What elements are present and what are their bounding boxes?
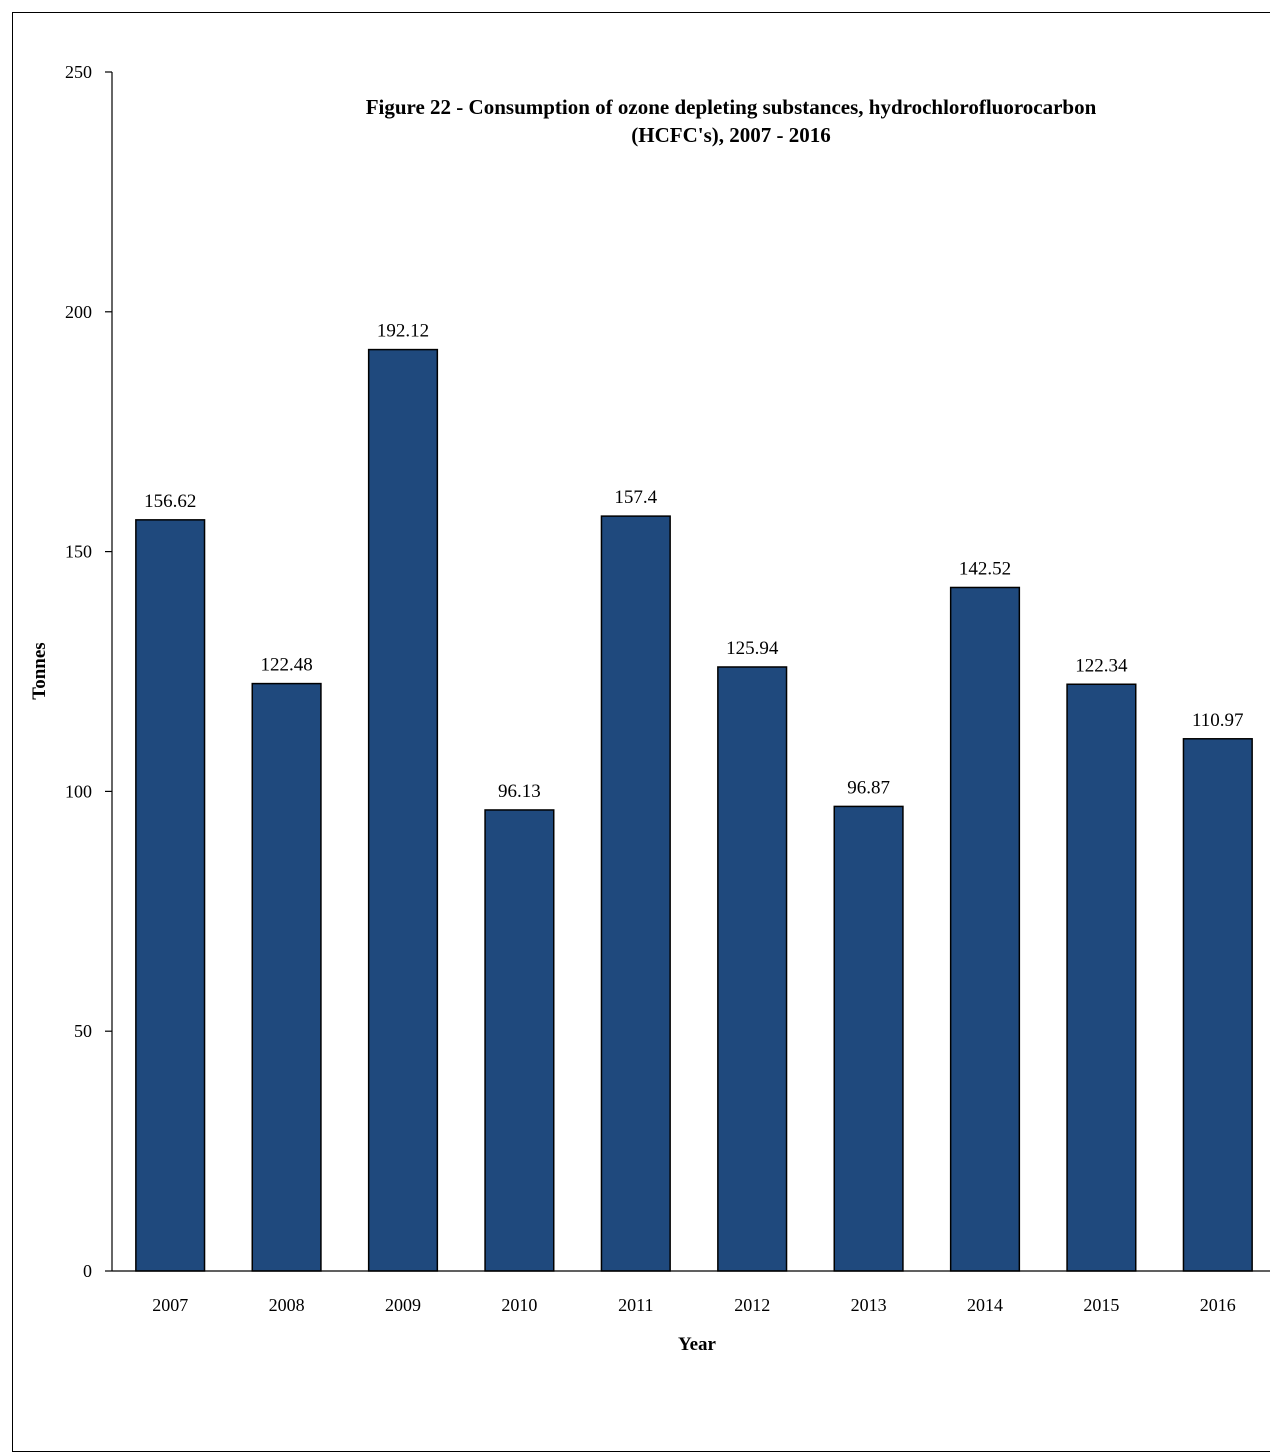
bar-data-label: 142.52 <box>959 558 1011 579</box>
bar-data-label: 122.34 <box>1075 655 1128 676</box>
bar-data-label: 125.94 <box>726 638 779 659</box>
y-axis: 0 50 100 150 200 250 <box>65 62 113 1281</box>
x-tick-label: 2013 <box>851 1295 887 1315</box>
x-tick-label: 2007 <box>152 1295 188 1315</box>
bar <box>135 519 206 1272</box>
bar-data-label: 96.13 <box>498 781 541 802</box>
bar <box>1182 738 1253 1272</box>
y-tick-label: 150 <box>65 542 92 562</box>
bar <box>1066 683 1137 1272</box>
bar-data-label: 96.87 <box>847 777 890 798</box>
y-tick-label: 200 <box>65 302 92 322</box>
bar <box>717 666 788 1272</box>
x-tick-label: 2016 <box>1200 1295 1236 1315</box>
bar <box>484 809 555 1272</box>
bar <box>833 805 904 1272</box>
x-axis: 2007 2008 2009 2010 2011 2012 2013 2014 2015 2016 <box>112 1270 1270 1315</box>
bar <box>251 682 322 1272</box>
x-tick-label: 2014 <box>967 1295 1003 1315</box>
bar-data-label: 156.62 <box>144 491 196 512</box>
bar-data-label: 110.97 <box>1192 710 1244 731</box>
y-tick-label: 0 <box>83 1261 92 1281</box>
x-tick-label: 2010 <box>501 1295 537 1315</box>
bar-data-label: 122.48 <box>260 655 312 676</box>
chart-title-line-1: Figure 22 - Consumption of ozone depleti… <box>366 95 1097 119</box>
x-tick-label: 2009 <box>385 1295 421 1315</box>
y-tick-label: 250 <box>65 62 92 82</box>
x-tick-label: 2012 <box>734 1295 770 1315</box>
bar <box>600 515 671 1272</box>
x-tick-label: 2015 <box>1083 1295 1119 1315</box>
data-labels: 156.62 122.48 192.12 96.13 157.4 125.94 96.87 1… <box>144 321 1243 802</box>
chart-title-line-2: (HCFC's), 2007 - 2016 <box>631 123 830 147</box>
y-axis-title: Tonnes <box>29 642 50 699</box>
x-tick-label: 2008 <box>269 1295 305 1315</box>
bar-data-label: 192.12 <box>377 321 429 342</box>
x-tick-label: 2011 <box>618 1295 653 1315</box>
bar <box>367 348 439 1272</box>
bar-series <box>135 348 1253 1272</box>
bar <box>949 586 1021 1272</box>
bar-data-label: 157.4 <box>614 487 657 508</box>
x-axis-title: Year <box>678 1334 717 1355</box>
y-tick-label: 50 <box>74 1021 92 1041</box>
y-tick-label: 100 <box>65 781 92 801</box>
